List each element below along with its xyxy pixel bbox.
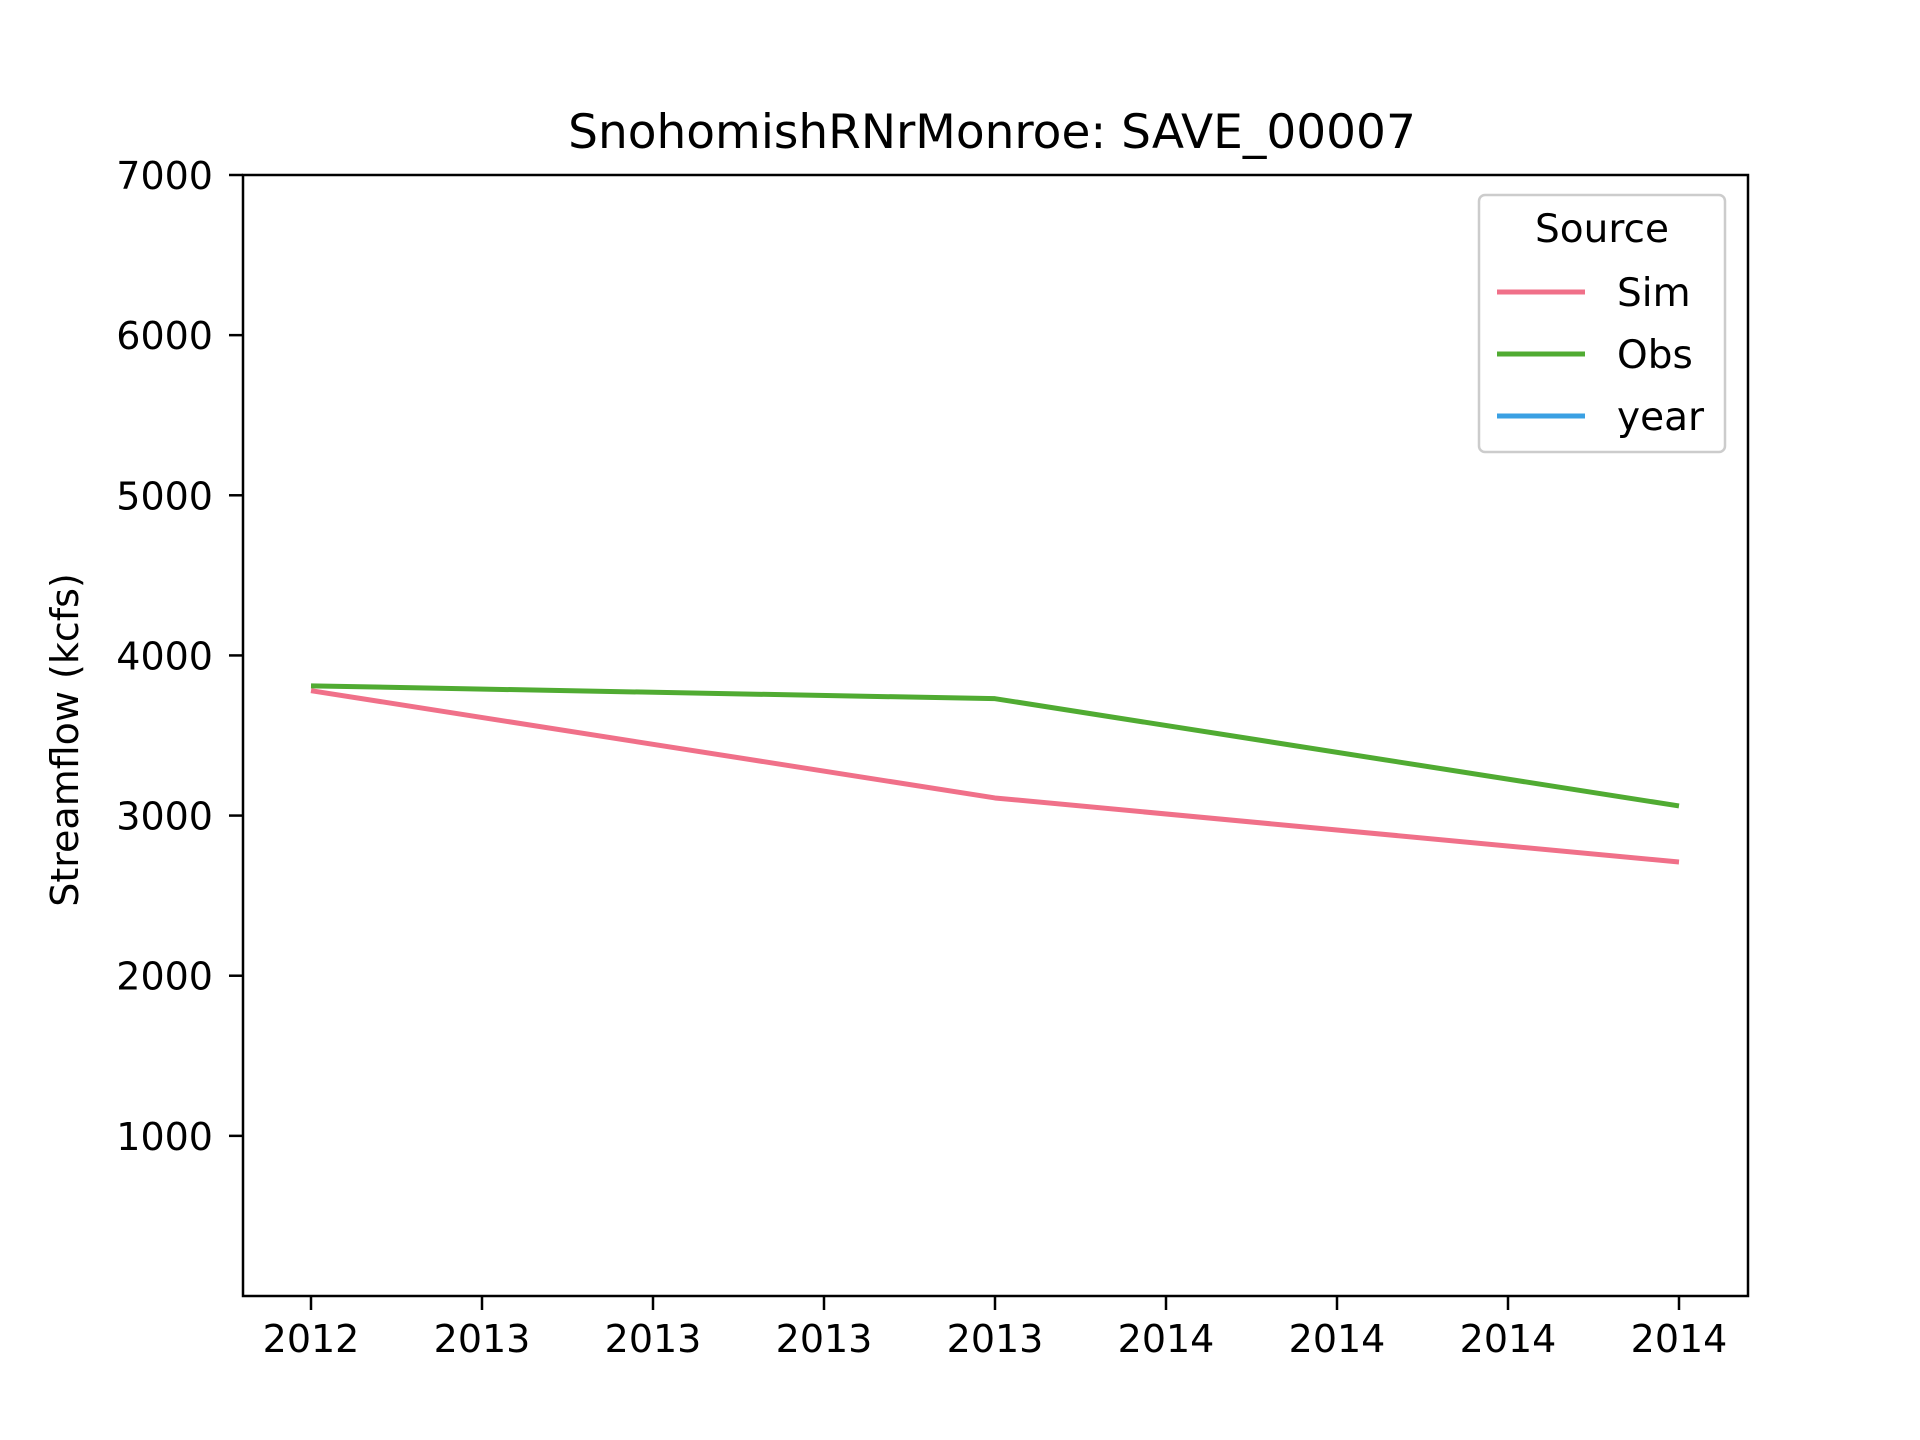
- y-tick-label: 5000: [116, 474, 213, 518]
- y-tick-label: 3000: [116, 795, 213, 839]
- legend-label-obs: Obs: [1617, 333, 1693, 378]
- x-tick-label: 2014: [1460, 1317, 1557, 1361]
- chart-title: SnohomishRNrMonroe: SAVE_00007: [568, 105, 1416, 160]
- x-tick-label: 2014: [1631, 1317, 1728, 1361]
- x-tick-label: 2013: [776, 1317, 873, 1361]
- y-tick-label: 7000: [116, 154, 213, 198]
- y-axis-label: Streamflow (kcfs): [43, 573, 87, 907]
- legend-label-year: year: [1617, 395, 1705, 440]
- y-tick-label: 4000: [116, 634, 213, 678]
- x-axis: 2012 2013 2013 2013 2013 2014 2014 2014 2014: [263, 1296, 1728, 1361]
- y-tick-label: 6000: [116, 314, 213, 358]
- legend-title: Source: [1535, 207, 1669, 252]
- legend: Source Sim Obs year: [1477, 193, 1727, 454]
- x-tick-label: 2013: [605, 1317, 702, 1361]
- x-tick-label: 2014: [1118, 1317, 1215, 1361]
- x-tick-label: 2013: [947, 1317, 1044, 1361]
- x-tick-label: 2012: [263, 1317, 360, 1361]
- y-axis: 1000 2000 3000 4000 5000 6000 7000: [116, 154, 243, 1159]
- series-line-obs: [310, 683, 1680, 809]
- legend-frame: [1477, 193, 1727, 454]
- series-line-sim: [310, 688, 1680, 865]
- y-tick-label: 1000: [116, 1115, 213, 1159]
- legend-label-sim: Sim: [1617, 271, 1691, 316]
- x-tick-label: 2014: [1289, 1317, 1386, 1361]
- y-tick-label: 2000: [116, 955, 213, 999]
- x-tick-label: 2013: [434, 1317, 531, 1361]
